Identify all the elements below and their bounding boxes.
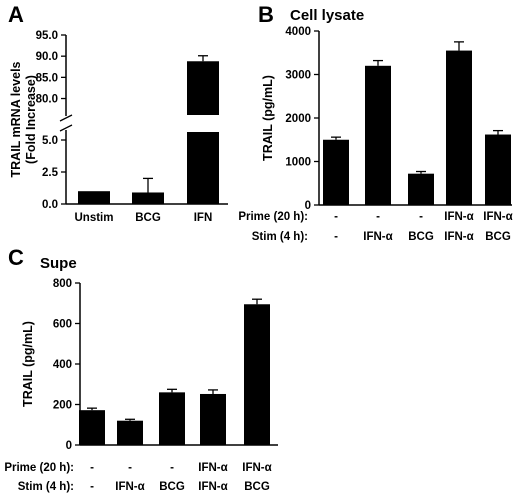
a-y-axis-label-line: TRAIL mRNA levels: [9, 61, 23, 177]
c-ytick-label: 800: [53, 278, 72, 290]
a-bar-upper: [187, 61, 219, 115]
chart-c: 0 200 400 600 800 TRAIL (pg/mL) - - - IFN-α - BCG IF…: [4, 278, 278, 493]
chart-a: 0.0 2.5 5.0 80.0 85.0 90.0 95.0 TRAIL mRNA leve…: [9, 30, 228, 224]
a-ytick-label: 80.0: [36, 94, 58, 106]
b-ytick-label: 2000: [285, 113, 311, 125]
c-ytick-label: 400: [53, 359, 72, 371]
b-prime-row-label: Prime (20 h):: [238, 211, 308, 223]
c-ytick-label: 600: [53, 319, 72, 331]
a-ytick-label: 5.0: [42, 135, 58, 147]
c-bar: [159, 392, 185, 445]
b-y-axis-label: TRAIL (pg/mL): [261, 75, 275, 161]
panel-b-letter: B: [258, 2, 274, 27]
b-prime-value: -: [334, 211, 338, 223]
a-y-axis-label: TRAIL mRNA levels(Fold Increase): [9, 61, 38, 177]
b-stim-value: -: [334, 231, 338, 243]
c-bar: [117, 420, 143, 445]
a-ytick-label: 85.0: [36, 72, 58, 84]
c-ytick-label: 200: [53, 400, 72, 412]
b-ytick-label: 1000: [285, 157, 311, 169]
c-stim-value: -: [90, 481, 94, 493]
b-bar: [365, 65, 391, 205]
c-stim-value: IFN-α: [198, 481, 227, 493]
b-bar: [323, 139, 349, 205]
b-stim-value: BCG: [408, 231, 434, 243]
b-ytick-label: 4000: [285, 26, 311, 38]
c-prime-value: -: [170, 462, 174, 474]
b-bar: [446, 50, 472, 206]
c-stim-row-label: Stim (4 h):: [18, 481, 74, 493]
a-break-mark-lower: [59, 124, 73, 132]
a-category-label: IFN: [194, 212, 213, 224]
c-stim-value: BCG: [244, 481, 270, 493]
b-stim-row-label: Stim (4 h):: [252, 231, 308, 243]
b-prime-value: IFN-α: [483, 211, 512, 223]
a-ytick-label: 0.0: [42, 199, 58, 211]
c-bar: [79, 410, 105, 445]
c-prime-row-label: Prime (20 h):: [4, 462, 74, 474]
panel-c-title: Supe: [40, 255, 77, 272]
a-bar: [132, 192, 164, 204]
c-prime-value: -: [128, 462, 132, 474]
c-prime-value: IFN-α: [242, 462, 271, 474]
b-prime-value: -: [376, 211, 380, 223]
b-bar: [485, 134, 511, 205]
a-category-label: BCG: [135, 212, 161, 224]
b-bar: [408, 173, 434, 205]
a-ytick-label: 90.0: [36, 51, 58, 63]
c-stim-value: IFN-α: [115, 481, 144, 493]
c-y-axis-label: TRAIL (pg/mL): [21, 321, 35, 407]
a-y-axis-label-line: (Fold Increase): [24, 75, 38, 164]
b-ytick-label: 3000: [285, 70, 311, 82]
panel-b-title: Cell lysate: [290, 7, 364, 24]
panel-a-letter: A: [8, 2, 24, 27]
b-stim-value: IFN-α: [363, 231, 392, 243]
c-prime-value: -: [90, 462, 94, 474]
panel-c-letter: C: [8, 245, 24, 270]
c-bar: [200, 393, 226, 445]
a-ytick-label: 95.0: [36, 30, 58, 42]
a-bar: [78, 191, 110, 204]
b-ytick-label: 0: [305, 200, 311, 212]
a-bar: [187, 132, 219, 204]
a-break-mark-upper: [59, 114, 73, 122]
c-ytick-label: 0: [66, 440, 72, 452]
chart-b: 0 1000 2000 3000 4000 TRAIL (pg/mL) - - - IFN-α - B…: [238, 26, 512, 243]
b-prime-value: IFN-α: [444, 211, 473, 223]
a-category-label: Unstim: [75, 212, 114, 224]
b-stim-value: IFN-α: [444, 231, 473, 243]
a-ytick-label: 2.5: [42, 167, 59, 179]
b-stim-value: BCG: [485, 231, 511, 243]
b-prime-value: -: [419, 211, 423, 223]
c-prime-value: IFN-α: [198, 462, 227, 474]
c-stim-value: BCG: [159, 481, 185, 493]
c-bar: [244, 304, 270, 445]
